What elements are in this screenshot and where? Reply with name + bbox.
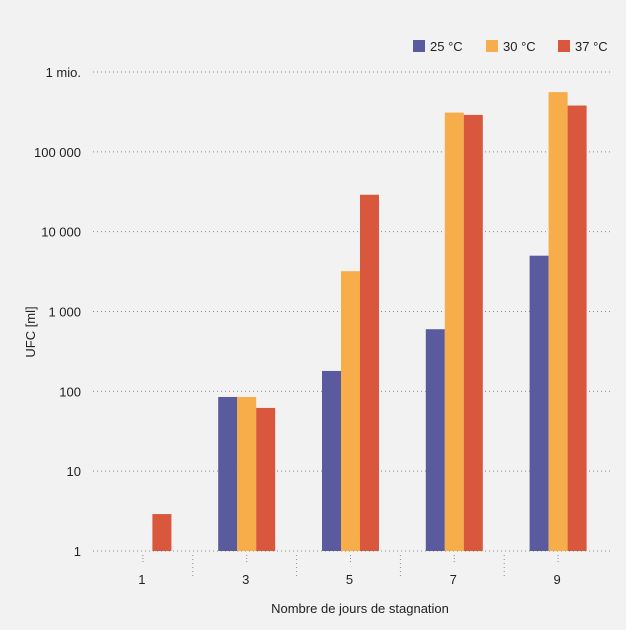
legend-swatch [558, 40, 570, 52]
bar [567, 105, 587, 552]
x-tick-label: 3 [242, 572, 249, 587]
bar [152, 514, 172, 551]
bar [218, 396, 238, 551]
bar [256, 407, 276, 551]
x-tick-label: 7 [450, 572, 457, 587]
bar [360, 194, 379, 551]
grid-layer [93, 71, 612, 552]
legend-label: 37 °C [575, 39, 608, 54]
bar [322, 370, 341, 551]
bar [529, 255, 549, 551]
bar [463, 114, 483, 552]
y-tick-label: 1 000 [48, 305, 81, 320]
bar [548, 92, 568, 551]
legend-label: 30 °C [503, 39, 536, 54]
y-ticks-layer: 1 10 100 1 000 10 000 100 000 1 mio. [34, 65, 81, 559]
legend-swatch [486, 40, 498, 52]
bar [341, 271, 360, 551]
bar [237, 396, 257, 551]
y-tick-label: 100 000 [34, 145, 81, 160]
x-tick-label: 9 [553, 572, 560, 587]
bar [444, 112, 464, 551]
y-axis-title: UFC [ml] [23, 306, 38, 357]
y-tick-label: 1 [74, 544, 81, 559]
x-ticks-layer: 1 3 5 7 9 [138, 555, 561, 587]
bars-layer [152, 92, 587, 552]
y-tick-label: 10 000 [41, 225, 81, 240]
bar [425, 329, 445, 551]
y-tick-label: 1 mio. [46, 65, 81, 80]
x-axis-title: Nombre de jours de stagnation [271, 601, 449, 616]
legend-swatch [413, 40, 425, 52]
legend-label: 25 °C [430, 39, 463, 54]
x-tick-label: 5 [346, 572, 353, 587]
y-tick-label: 10 [67, 464, 81, 479]
legend: 25 °C 30 °C 37 °C [413, 39, 608, 54]
y-tick-label: 100 [59, 384, 81, 399]
x-tick-label: 1 [138, 572, 145, 587]
